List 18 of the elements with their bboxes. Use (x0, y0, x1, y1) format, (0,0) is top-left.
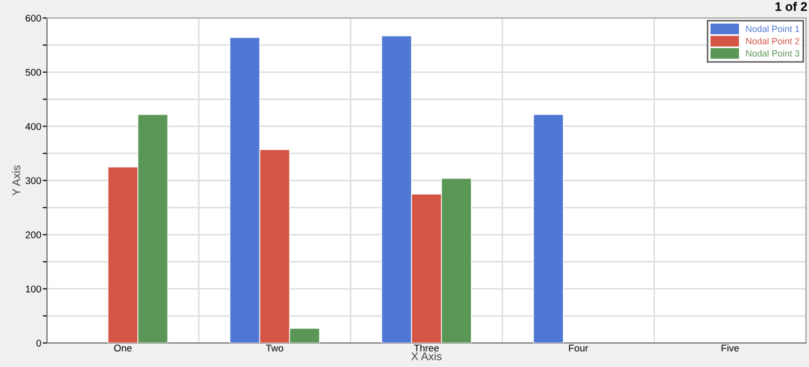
y-tick-label: 100 (26, 286, 42, 292)
x-tick-label: One (114, 344, 132, 352)
y-tick-label: 400 (25, 123, 42, 130)
y-tick-label: 600 (26, 14, 42, 22)
x-tick-label: Two (266, 344, 284, 352)
y-axis-title: Y Axis (12, 166, 20, 196)
legend-label: Nodal Point 2 (746, 38, 800, 44)
legend-label: Nodal Point 3 (746, 50, 800, 57)
y-tick-label: 300 (26, 177, 42, 184)
y-tick-label: 200 (26, 231, 42, 238)
y-tick-label: 0 (36, 340, 42, 347)
x-tick-label: Three (414, 344, 439, 352)
legend-label: Nodal Point 1 (746, 25, 800, 32)
x-axis-title: X Axis (411, 352, 442, 360)
y-tick-label: 500 (26, 68, 42, 76)
text: 1 of 2 (776, 2, 807, 12)
x-tick-label: Five (722, 344, 739, 352)
x-tick-label: Four (569, 344, 588, 352)
